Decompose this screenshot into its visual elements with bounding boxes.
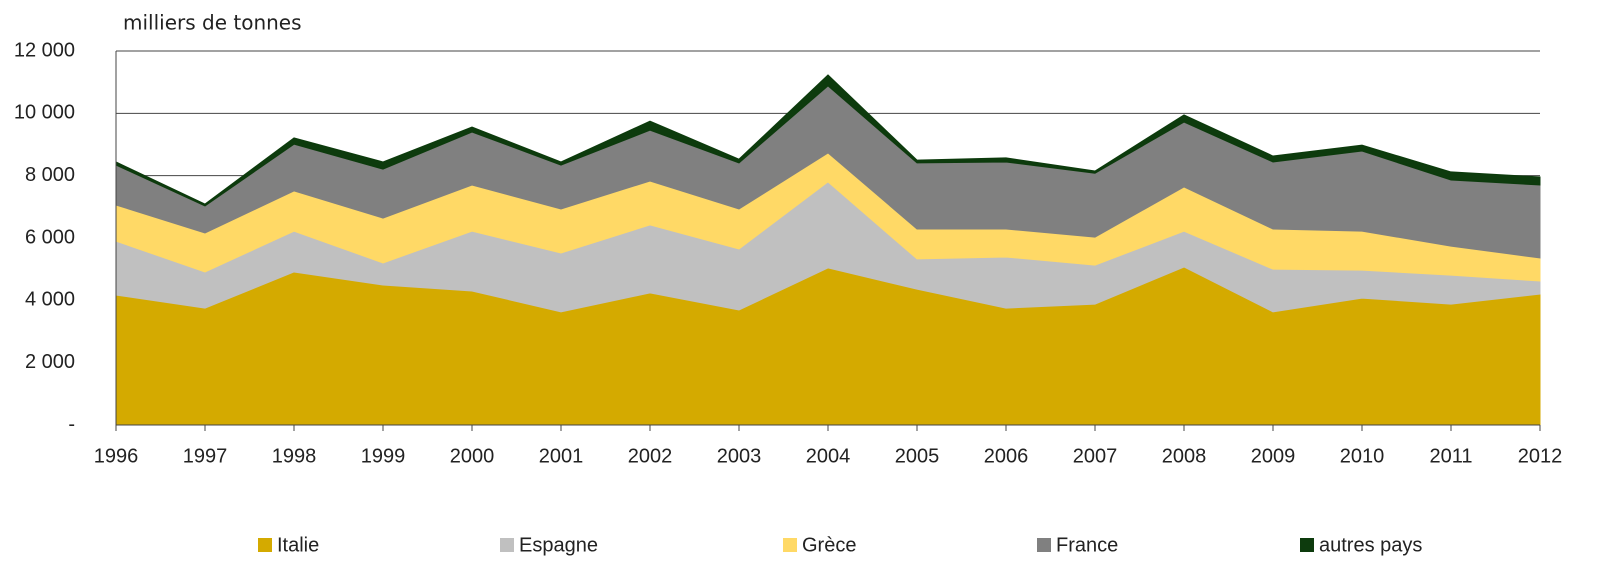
x-tick-label: 2000 — [450, 445, 495, 467]
y-tick-label: 8 000 — [25, 164, 75, 186]
legend-item: France — [1037, 534, 1118, 556]
x-tick-label: 2002 — [628, 445, 673, 467]
legend-swatch — [258, 538, 272, 552]
legend-item: Espagne — [500, 534, 598, 556]
legend-item: Grèce — [783, 534, 856, 556]
legend-label: Grèce — [802, 534, 856, 556]
x-tick-label: 2008 — [1162, 445, 1207, 467]
y-axis-label: milliers de tonnes — [123, 11, 302, 35]
y-tick-label: 2 000 — [25, 351, 75, 373]
x-tick-label: 2007 — [1073, 445, 1118, 467]
legend-item: autres pays — [1300, 534, 1422, 556]
x-tick-label: 2010 — [1340, 445, 1385, 467]
x-tick-label: 1997 — [183, 445, 228, 467]
legend-label: autres pays — [1319, 534, 1422, 556]
y-tick-label: 10 000 — [14, 102, 75, 124]
legend-swatch — [500, 538, 514, 552]
x-tick-label: 2001 — [539, 445, 584, 467]
area — [115, 74, 1541, 207]
x-tick-label: 2004 — [806, 445, 851, 467]
x-tick-label: 2012 — [1518, 445, 1563, 467]
legend-item: Italie — [258, 534, 319, 556]
y-tick-label: 12 000 — [14, 39, 75, 61]
legend-swatch — [1037, 538, 1051, 552]
x-tick-label: 2005 — [895, 445, 940, 467]
legend-swatch — [783, 538, 797, 552]
x-tick-label: 2009 — [1251, 445, 1296, 467]
x-tick-label: 2006 — [984, 445, 1029, 467]
legend-label: France — [1056, 534, 1118, 556]
x-tick-label: 1996 — [94, 445, 139, 467]
y-tick-label: 4 000 — [25, 289, 75, 311]
y-tick-label: - — [68, 413, 75, 435]
x-tick-label: 2003 — [717, 445, 762, 467]
y-tick-label: 6 000 — [25, 226, 75, 248]
x-tick-label: 1999 — [361, 445, 406, 467]
legend-label: Italie — [277, 534, 319, 556]
legend-label: Espagne — [519, 534, 598, 556]
x-tick-label: 2011 — [1429, 445, 1472, 467]
legend-swatch — [1300, 538, 1314, 552]
x-tick-label: 1998 — [272, 445, 317, 467]
